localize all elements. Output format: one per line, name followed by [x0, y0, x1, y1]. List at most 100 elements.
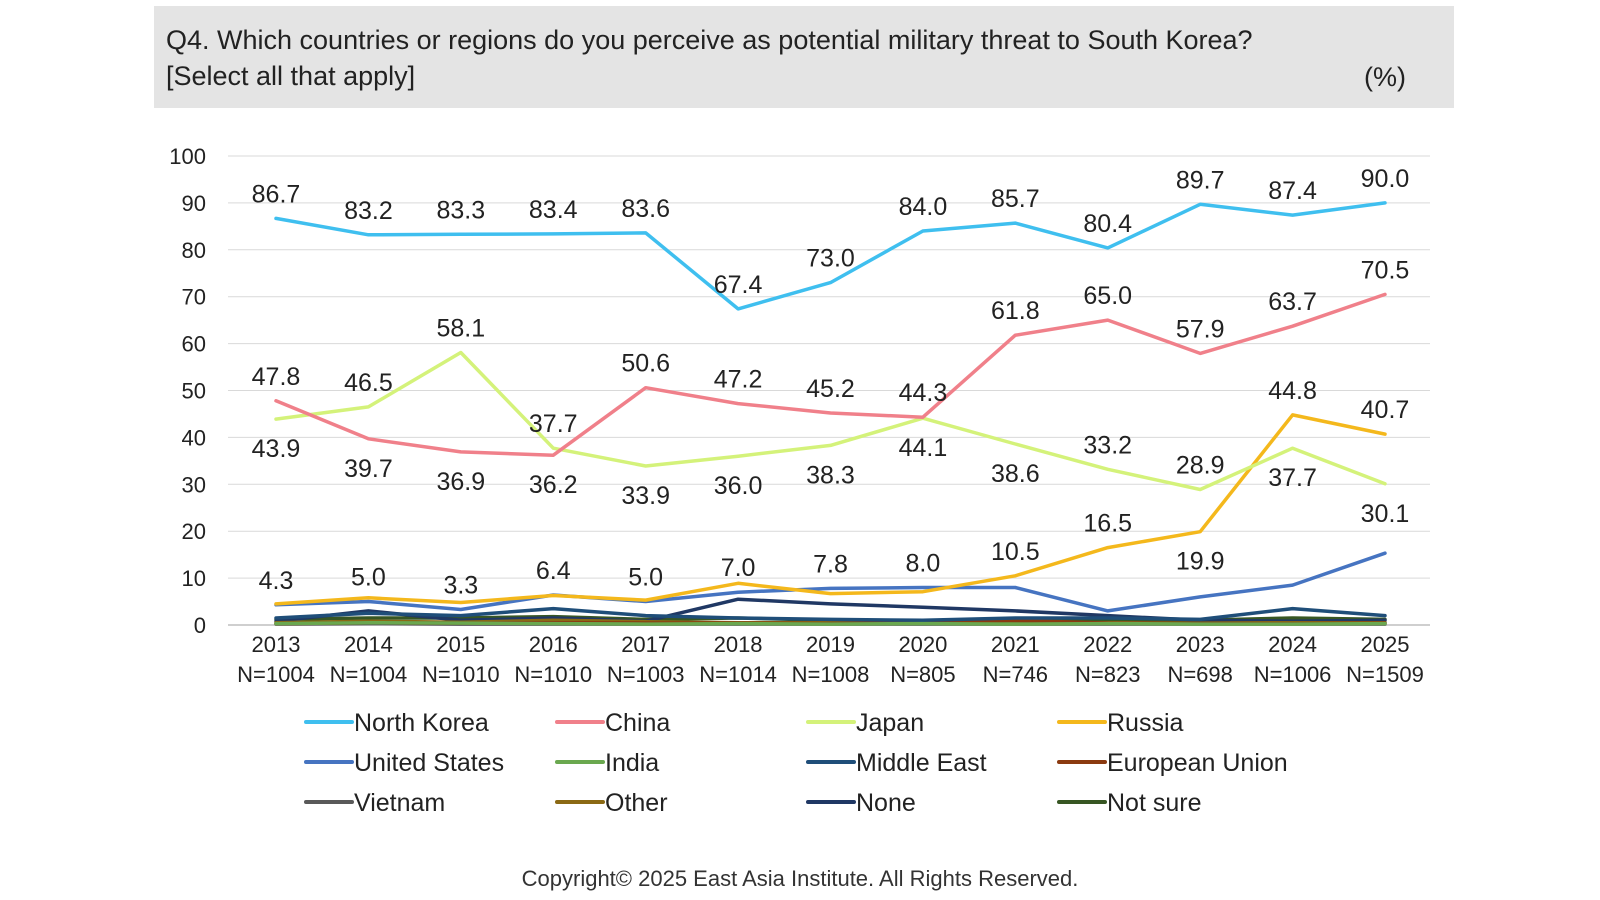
data-label: 5.0	[628, 564, 663, 592]
legend-label: Russia	[1107, 709, 1184, 737]
legend-label: Not sure	[1107, 789, 1201, 817]
x-sample-size-label: N=1509	[1346, 662, 1424, 687]
x-tick-label: 2020	[898, 632, 947, 657]
data-label: 39.7	[344, 455, 393, 483]
data-label: 89.7	[1176, 166, 1225, 194]
data-label: 47.2	[714, 366, 763, 394]
x-tick-label: 2023	[1176, 632, 1225, 657]
x-tick-label: 2013	[252, 632, 301, 657]
data-label: 30.1	[1361, 500, 1410, 528]
data-label: 83.4	[529, 196, 578, 224]
legend-label: None	[856, 789, 916, 817]
y-tick-label: 60	[182, 332, 206, 357]
x-sample-size-label: N=1004	[237, 662, 315, 687]
legend-label: North Korea	[354, 709, 489, 737]
x-sample-size-label: N=1006	[1254, 662, 1332, 687]
y-tick-label: 40	[182, 425, 206, 450]
unit-label: (%)	[1364, 62, 1406, 92]
series-line	[274, 551, 1387, 613]
data-label: 38.6	[991, 460, 1040, 488]
y-tick-label: 100	[169, 144, 206, 169]
series-line	[274, 606, 1387, 623]
data-label: 7.0	[721, 554, 756, 582]
legend-label: Japan	[856, 709, 924, 737]
data-label: 61.8	[991, 297, 1040, 325]
data-label: 37.7	[1268, 464, 1317, 492]
x-tick-label: 2024	[1268, 632, 1317, 657]
y-tick-label: 70	[182, 285, 206, 310]
data-label: 44.1	[899, 434, 948, 462]
series-line	[274, 413, 1387, 606]
line-chart: 0 10 20 30 40 50 60 70 80 90 100 2013 N=1004 2014 N=10…	[169, 144, 1430, 817]
x-tick-label: 2019	[806, 632, 855, 657]
series-line	[274, 620, 1387, 626]
x-tick-label: 2016	[529, 632, 578, 657]
x-sample-size-label: N=746	[983, 662, 1048, 687]
x-sample-size-label: N=1004	[330, 662, 408, 687]
data-label: 63.7	[1268, 288, 1317, 316]
question-title: Q4. Which countries or regions do you pe…	[166, 22, 1426, 94]
data-label: 37.7	[529, 410, 578, 438]
data-label: 36.2	[529, 471, 578, 499]
data-label: 47.8	[252, 363, 301, 391]
data-label: 83.3	[436, 196, 485, 224]
data-label: 80.4	[1083, 210, 1132, 238]
data-label: 36.9	[436, 468, 485, 496]
data-label: 44.8	[1268, 377, 1317, 405]
x-tick-label: 2018	[714, 632, 763, 657]
data-label: 43.9	[252, 435, 301, 463]
y-tick-label: 30	[182, 472, 206, 497]
x-sample-size-label: N=1010	[514, 662, 592, 687]
data-label: 5.0	[351, 564, 386, 592]
x-tick-label: 2025	[1361, 632, 1410, 657]
question-title-line1: Q4. Which countries or regions do you pe…	[166, 25, 1253, 55]
data-label: 84.0	[899, 193, 948, 221]
x-tick-label: 2017	[621, 632, 670, 657]
data-label: 90.0	[1361, 165, 1410, 193]
data-label: 65.0	[1083, 282, 1132, 310]
data-label: 83.6	[621, 195, 670, 223]
series-line	[274, 201, 1387, 311]
data-label: 4.3	[259, 567, 294, 595]
legend-label: United States	[354, 749, 504, 777]
x-sample-size-label: N=1010	[422, 662, 500, 687]
data-label: 38.3	[806, 461, 855, 489]
y-tick-label: 20	[182, 519, 206, 544]
series-line	[274, 350, 1387, 492]
legend-label: Middle East	[856, 749, 987, 777]
data-label: 28.9	[1176, 451, 1225, 479]
data-label: 19.9	[1176, 548, 1225, 576]
y-tick-label: 50	[182, 379, 206, 404]
data-label: 36.0	[714, 472, 763, 500]
data-label: 86.7	[252, 180, 301, 208]
x-sample-size-label: N=805	[890, 662, 955, 687]
data-label: 44.3	[899, 379, 948, 407]
legend-label: European Union	[1107, 749, 1288, 777]
question-header: Q4. Which countries or regions do you pe…	[154, 6, 1454, 108]
data-label: 73.0	[806, 245, 855, 273]
x-sample-size-label: N=1008	[792, 662, 870, 687]
x-tick-label: 2022	[1083, 632, 1132, 657]
x-sample-size-label: N=823	[1075, 662, 1140, 687]
data-label: 6.4	[536, 557, 571, 585]
x-tick-label: 2021	[991, 632, 1040, 657]
question-title-line2: [Select all that apply]	[166, 61, 416, 91]
y-tick-label: 10	[182, 566, 206, 591]
data-label: 16.5	[1083, 510, 1132, 538]
x-sample-size-label: N=1003	[607, 662, 685, 687]
data-label: 33.9	[621, 482, 670, 510]
y-tick-label: 90	[182, 191, 206, 216]
series-line	[274, 292, 1387, 457]
data-label: 83.2	[344, 197, 393, 225]
data-label: 70.5	[1361, 256, 1410, 284]
x-tick-label: 2014	[344, 632, 393, 657]
y-tick-label: 80	[182, 238, 206, 263]
data-label: 50.6	[621, 350, 670, 378]
legend-label: Vietnam	[354, 789, 445, 817]
y-tick-label: 0	[194, 613, 206, 638]
legend-label: India	[605, 749, 659, 777]
data-label: 58.1	[436, 315, 485, 343]
x-sample-size-label: N=698	[1167, 662, 1232, 687]
x-sample-size-label: N=1014	[699, 662, 777, 687]
data-label: 7.8	[813, 550, 848, 578]
